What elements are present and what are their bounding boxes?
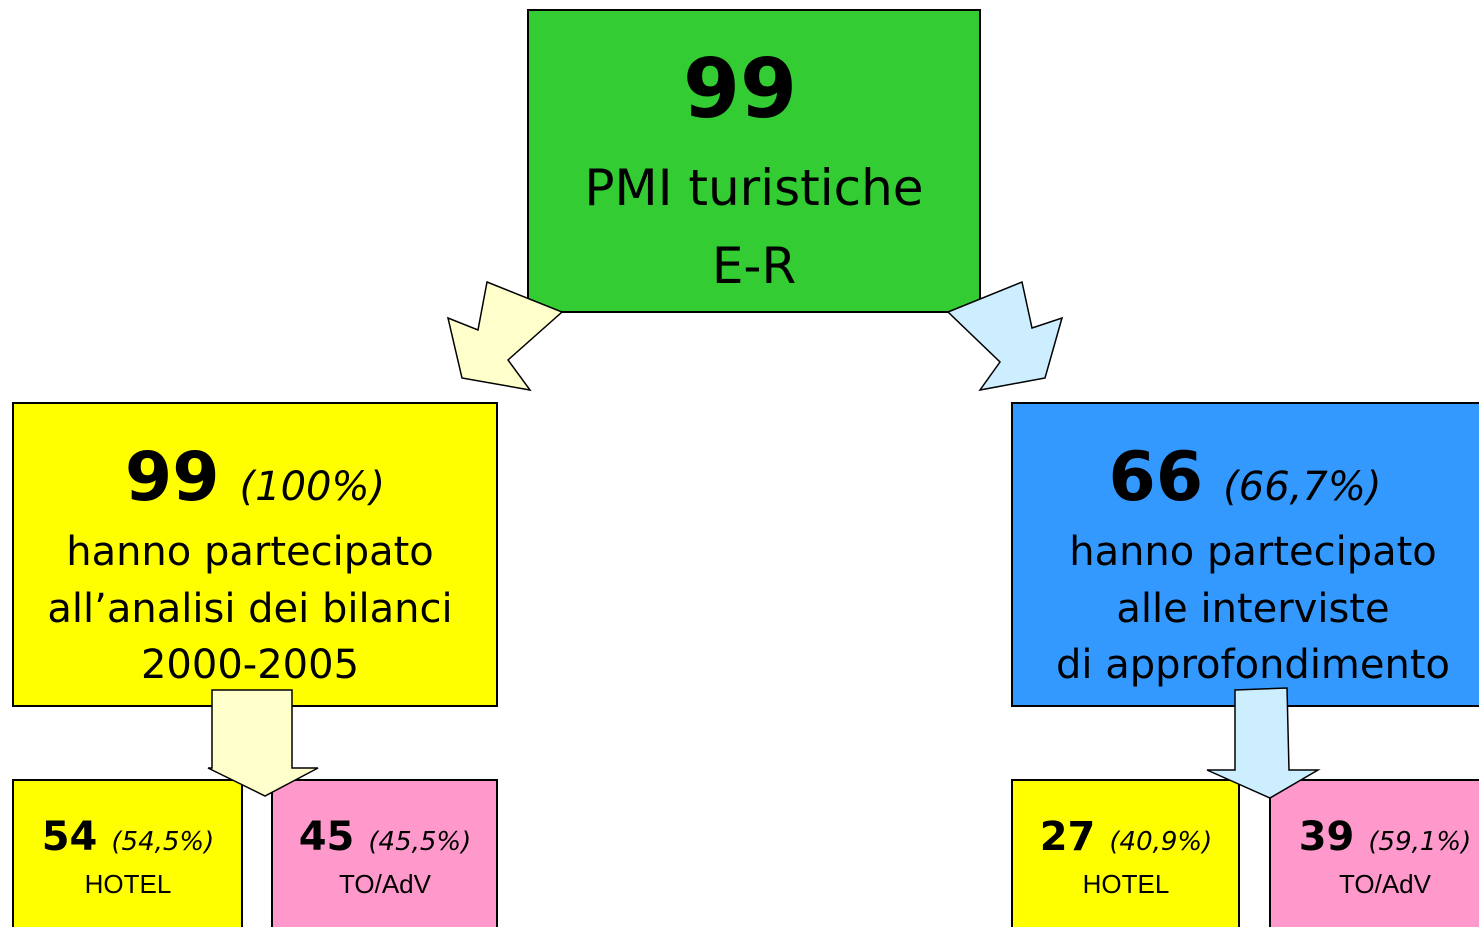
arrow bbox=[946, 280, 1064, 392]
root-line: E-R bbox=[712, 237, 796, 295]
root-box bbox=[527, 9, 981, 313]
node-percent: (66,7%) bbox=[1223, 464, 1381, 510]
leaf-heading: 39 (59,1%) bbox=[1299, 814, 1472, 860]
node-line: hanno partecipato bbox=[66, 529, 434, 575]
arrow bbox=[446, 280, 564, 392]
leaf-heading: 54 (54,5%) bbox=[42, 814, 215, 860]
leaf-label: TO/AdV bbox=[1339, 869, 1432, 899]
node-line: alle interviste bbox=[1116, 586, 1389, 632]
node-line: di approfondimento bbox=[1056, 642, 1450, 688]
arrow bbox=[1206, 687, 1321, 799]
leaf-heading: 27 (40,9%) bbox=[1040, 814, 1213, 860]
leaf-box bbox=[12, 779, 243, 927]
leaf-number: 27 bbox=[1040, 814, 1096, 860]
leaf-percent: (45,5%) bbox=[368, 827, 471, 857]
leaf-heading: 45 (45,5%) bbox=[299, 814, 472, 860]
leaf-box bbox=[1269, 779, 1479, 927]
leaf-percent: (59,1%) bbox=[1368, 827, 1471, 857]
leaf-number: 54 bbox=[42, 814, 98, 860]
leaf-label: HOTEL bbox=[85, 869, 172, 899]
node-line: all’analisi dei bilanci bbox=[47, 586, 452, 632]
node-percent: (100%) bbox=[240, 464, 386, 510]
leaf-number: 39 bbox=[1299, 814, 1355, 860]
root-line: PMI turistiche bbox=[584, 159, 923, 217]
node-heading: 66 (66,7%) bbox=[1109, 438, 1382, 517]
leaf-box bbox=[1011, 779, 1240, 927]
node-number: 66 bbox=[1109, 438, 1204, 517]
root-number: 99 bbox=[683, 42, 797, 137]
left-box bbox=[12, 402, 498, 707]
leaf-label: HOTEL bbox=[1083, 869, 1170, 899]
node-number: 99 bbox=[125, 438, 220, 517]
node-line: hanno partecipato bbox=[1069, 529, 1437, 575]
leaf-label: TO/AdV bbox=[339, 869, 432, 899]
arrow bbox=[207, 689, 319, 797]
leaves: 54 (54,5%) HOTEL 45 (45,5%) TO/AdV 27 (40,9%) HO… bbox=[42, 814, 1472, 899]
leaf-number: 45 bbox=[299, 814, 355, 860]
leaf-percent: (40,9%) bbox=[1109, 827, 1212, 857]
node-line: 2000-2005 bbox=[141, 642, 359, 688]
leaf-box bbox=[271, 779, 498, 927]
node-heading: 99 (100%) bbox=[125, 438, 385, 517]
leaf-percent: (54,5%) bbox=[111, 827, 214, 857]
